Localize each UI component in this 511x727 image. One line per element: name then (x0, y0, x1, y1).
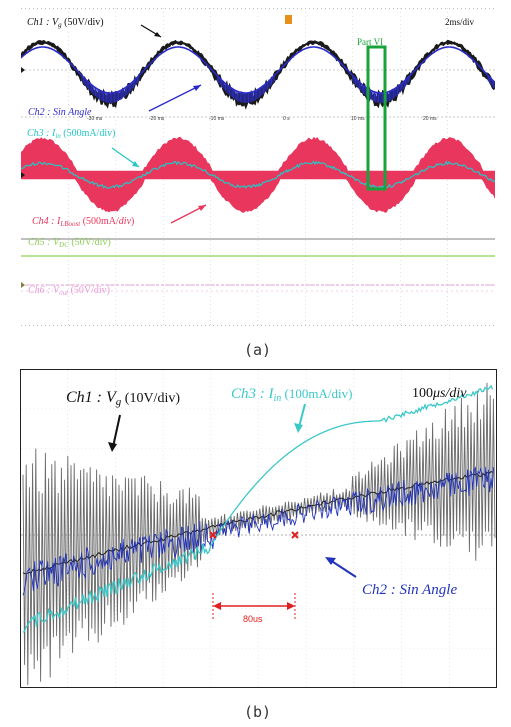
caption-b: (b) (244, 703, 272, 721)
waveforms-b (22, 382, 496, 686)
x-tick-label: -30 ms (87, 116, 103, 122)
trigger-marker-icon (285, 15, 292, 24)
x-tick-labels-a: -30 ms -20 ms -10 ms 0 s 10 ms 20 ms (87, 116, 437, 122)
ch1-label: Ch1 : Vg (50V/div) (27, 17, 104, 29)
ch3-arrowhead-b-icon (294, 423, 303, 433)
ch1-arrowhead-b-icon (108, 442, 117, 452)
x-tick-label: 10 ms (351, 116, 365, 122)
ch3-ground-marker-icon (21, 172, 25, 178)
ch2-arrowhead-b-icon (325, 557, 336, 565)
ch4-label: Ch4 : ILBoost (500mA/div) (32, 216, 134, 228)
timebase-b: 100μs/div (412, 386, 467, 401)
ch2-arrow (148, 84, 202, 112)
ch4-waveform (21, 136, 495, 213)
waveforms-a (21, 39, 495, 292)
interval-right-arrowhead-icon (287, 602, 295, 610)
ch1-ground-marker-icon (21, 67, 25, 73)
ch3-arrowhead-icon (132, 161, 139, 167)
part-vi-label: Part VI (357, 37, 383, 47)
ch1-arrow-b (112, 414, 121, 448)
ch3-waveform (21, 160, 495, 190)
interval-left-arrowhead-icon (213, 602, 221, 610)
ch3-waveform-b (22, 384, 494, 633)
ch2-label-b: Ch2 : Sin Angle (362, 582, 457, 598)
marker-start-icon (209, 531, 217, 539)
ch4-arrowhead-icon (198, 205, 206, 211)
ch6-label: Ch6 : Vout (50V/div) (28, 285, 110, 297)
ch2-arrowhead-icon (193, 85, 201, 91)
x-tick-label: 20 ms (423, 116, 437, 122)
ch6-ground-marker-icon (21, 282, 25, 288)
ch5-label: Ch5 : VDC (50V/div) (28, 237, 111, 249)
caption-a: (a) (244, 341, 272, 359)
timebase-a: 2ms/div (445, 17, 475, 27)
x-tick-label: -20 ms (149, 116, 165, 122)
ch2-arrow-b (329, 559, 357, 578)
ch3-label-b: Ch3 : Iin (100mA/div) (231, 386, 352, 404)
ch2-label: Ch2 : Sin Angle (28, 107, 92, 118)
ch3-label: Ch3 : Iin (500mA/div) (27, 128, 116, 140)
x-tick-label: 0 s (283, 116, 290, 122)
scope-panel-b: 80us Ch1 : Vg (10V/div) Ch3 : Iin (100mA… (20, 369, 497, 688)
ch1-label-b: Ch1 : Vg (10V/div) (66, 389, 180, 408)
part-vi-box (366, 45, 387, 191)
ch2-waveform-b (22, 466, 495, 596)
ch1-arrowhead-icon (154, 32, 161, 37)
ch3-arrow-b (298, 403, 306, 428)
marker-end-icon (291, 531, 299, 539)
ch1-waveform-b (22, 382, 496, 686)
scope-panel-a: -30 ms -20 ms -10 ms 0 s 10 ms 20 ms Ch1… (21, 8, 495, 326)
x-tick-label: -10 ms (209, 116, 225, 122)
interval-label: 80us (243, 614, 263, 624)
